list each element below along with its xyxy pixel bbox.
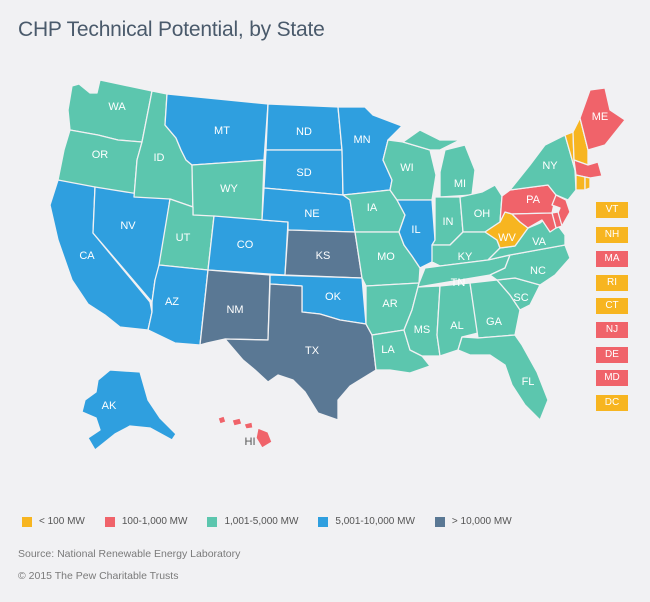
state-label-nc: NC xyxy=(530,265,546,277)
state-label-mn: MN xyxy=(353,134,370,146)
chip-de[interactable]: DE xyxy=(596,347,628,363)
state-label-az: AZ xyxy=(165,296,179,308)
state-nh[interactable] xyxy=(572,117,589,166)
legend-item-5001-10000: 5,001-10,000 MW xyxy=(318,516,415,527)
state-label-wv: WV xyxy=(498,232,516,244)
legend-item-lt100: < 100 MW xyxy=(22,516,85,527)
legend-swatch xyxy=(434,516,445,527)
state-il[interactable] xyxy=(396,199,436,269)
chip-md[interactable]: MD xyxy=(596,370,628,386)
state-label-va: VA xyxy=(532,236,547,248)
state-label-ks: KS xyxy=(316,250,331,262)
state-label-fl: FL xyxy=(522,376,535,388)
state-label-or: OR xyxy=(92,149,109,161)
state-label-me: ME xyxy=(592,111,609,123)
chip-ct[interactable]: CT xyxy=(596,298,628,314)
state-label-id: ID xyxy=(154,152,165,164)
state-label-ms: MS xyxy=(414,324,431,336)
state-label-il: IL xyxy=(411,224,420,236)
legend-item-gt10000: > 10,000 MW xyxy=(434,516,512,527)
state-label-sd: SD xyxy=(296,167,311,179)
chip-ri[interactable]: RI xyxy=(596,275,628,291)
legend-swatch xyxy=(207,516,218,527)
state-label-mi: MI xyxy=(454,178,466,190)
state-label-wy: WY xyxy=(220,183,238,195)
state-md[interactable] xyxy=(511,212,557,233)
legend-swatch xyxy=(22,516,32,527)
state-ct[interactable] xyxy=(575,174,586,191)
chip-nh[interactable]: NH xyxy=(596,227,628,243)
legend-item-1001-5000: 1,001-5,000 MW xyxy=(207,516,298,527)
state-label-la: LA xyxy=(381,344,395,356)
legend-swatch xyxy=(318,516,329,527)
state-label-ut: UT xyxy=(176,232,191,244)
state-label-hi: HI xyxy=(245,436,256,448)
state-label-nm: NM xyxy=(226,304,243,316)
state-label-ar: AR xyxy=(382,298,397,310)
legend: < 100 MW 100-1,000 MW 1,001-5,000 MW 5,0… xyxy=(22,516,512,527)
source-note: Source: National Renewable Energy Labora… xyxy=(18,548,241,560)
map-title: CHP Technical Potential, by State xyxy=(18,18,325,41)
state-ak[interactable] xyxy=(81,369,177,451)
state-fl[interactable] xyxy=(457,334,549,421)
state-label-ca: CA xyxy=(79,250,95,262)
state-label-co: CO xyxy=(237,239,254,251)
state-label-nv: NV xyxy=(120,220,136,232)
state-ri[interactable] xyxy=(584,176,591,191)
state-label-wa: WA xyxy=(108,101,126,113)
state-label-oh: OH xyxy=(474,208,491,220)
state-label-wi: WI xyxy=(400,162,413,174)
state-label-tx: TX xyxy=(305,345,320,357)
state-label-ga: GA xyxy=(486,316,503,328)
state-label-in: IN xyxy=(443,216,454,228)
state-label-ny: NY xyxy=(542,160,558,172)
state-me[interactable] xyxy=(579,87,626,151)
state-label-ak: AK xyxy=(102,400,117,412)
state-label-sc: SC xyxy=(513,292,528,304)
state-label-ia: IA xyxy=(367,202,378,214)
state-label-ne: NE xyxy=(304,208,319,220)
state-label-al: AL xyxy=(450,320,463,332)
state-label-ok: OK xyxy=(325,291,342,303)
chip-nj[interactable]: NJ xyxy=(596,322,628,338)
legend-swatch xyxy=(104,516,115,527)
state-label-mo: MO xyxy=(377,251,395,263)
chip-vt[interactable]: VT xyxy=(596,202,628,218)
state-label-ky: KY xyxy=(458,251,473,263)
state-tx[interactable] xyxy=(224,283,377,421)
chip-dc[interactable]: DC xyxy=(596,395,628,411)
state-label-tn: TN xyxy=(451,277,466,289)
state-label-nd: ND xyxy=(296,126,312,138)
chip-ma[interactable]: MA xyxy=(596,251,628,267)
state-label-mt: MT xyxy=(214,125,230,137)
state-hi[interactable] xyxy=(217,415,273,449)
state-label-pa: PA xyxy=(526,194,541,206)
legend-item-100-1000: 100-1,000 MW xyxy=(104,516,187,527)
copyright-note: © 2015 The Pew Charitable Trusts xyxy=(18,570,179,582)
